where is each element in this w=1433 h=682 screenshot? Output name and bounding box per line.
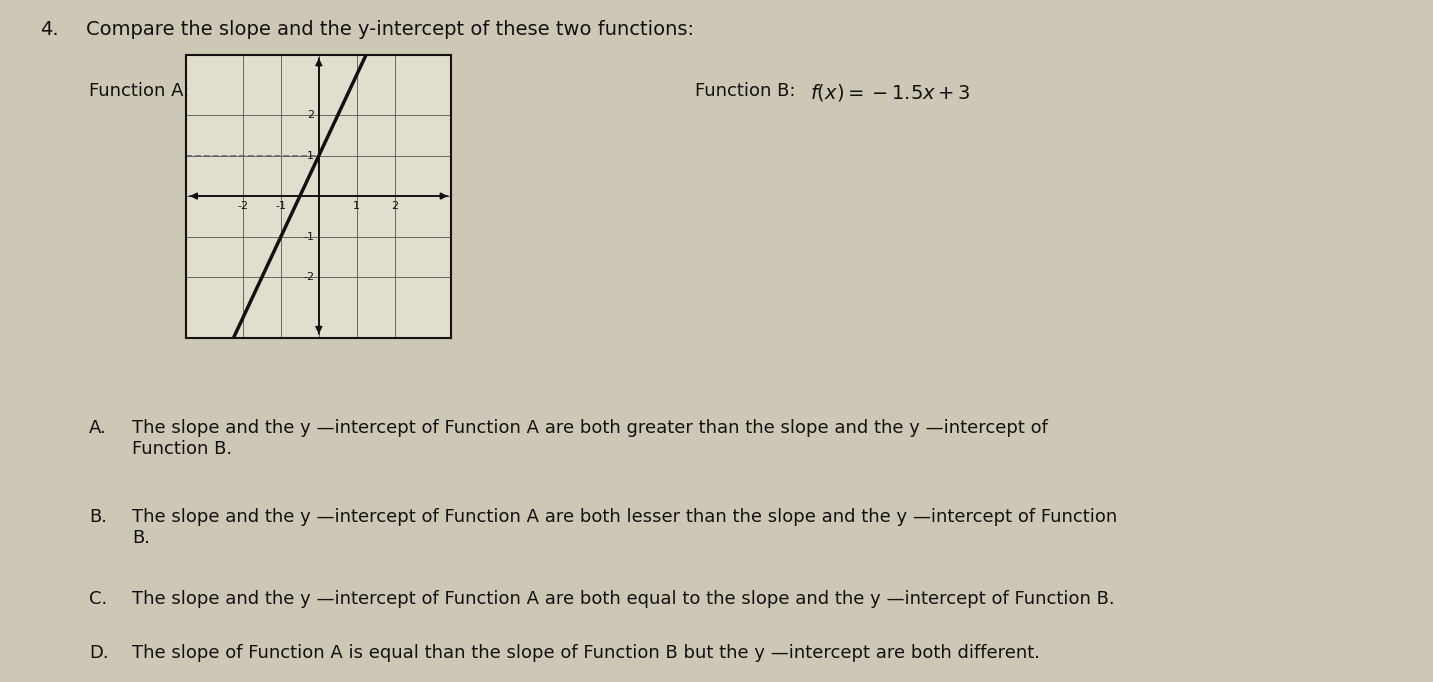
Text: B.: B. bbox=[89, 508, 107, 526]
Text: The slope and the y —intercept of Function A are both greater than the slope and: The slope and the y —intercept of Functi… bbox=[132, 419, 1048, 458]
Text: -1: -1 bbox=[304, 231, 314, 241]
Text: D.: D. bbox=[89, 644, 109, 662]
Text: 2: 2 bbox=[307, 110, 314, 120]
Text: -2: -2 bbox=[304, 272, 314, 282]
Text: 2: 2 bbox=[391, 201, 398, 211]
Text: -2: -2 bbox=[238, 201, 249, 211]
Text: 1: 1 bbox=[353, 201, 360, 211]
Text: 1: 1 bbox=[307, 151, 314, 161]
Text: The slope of Function A is equal than the slope of Function B but the y —interce: The slope of Function A is equal than th… bbox=[132, 644, 1040, 662]
Text: The slope and the y —intercept of Function A are both lesser than the slope and : The slope and the y —intercept of Functi… bbox=[132, 508, 1118, 547]
Text: 4.: 4. bbox=[40, 20, 59, 40]
Text: Function A:: Function A: bbox=[89, 82, 189, 100]
Text: A.: A. bbox=[89, 419, 106, 437]
Text: C.: C. bbox=[89, 590, 107, 608]
Text: $f(x) = -1.5x + 3$: $f(x) = -1.5x + 3$ bbox=[810, 82, 970, 103]
Text: Function B:: Function B: bbox=[695, 82, 795, 100]
Text: -1: -1 bbox=[275, 201, 287, 211]
Text: The slope and the y —intercept of Function A are both equal to the slope and the: The slope and the y —intercept of Functi… bbox=[132, 590, 1115, 608]
Text: Compare the slope and the y-intercept of these two functions:: Compare the slope and the y-intercept of… bbox=[86, 20, 694, 40]
